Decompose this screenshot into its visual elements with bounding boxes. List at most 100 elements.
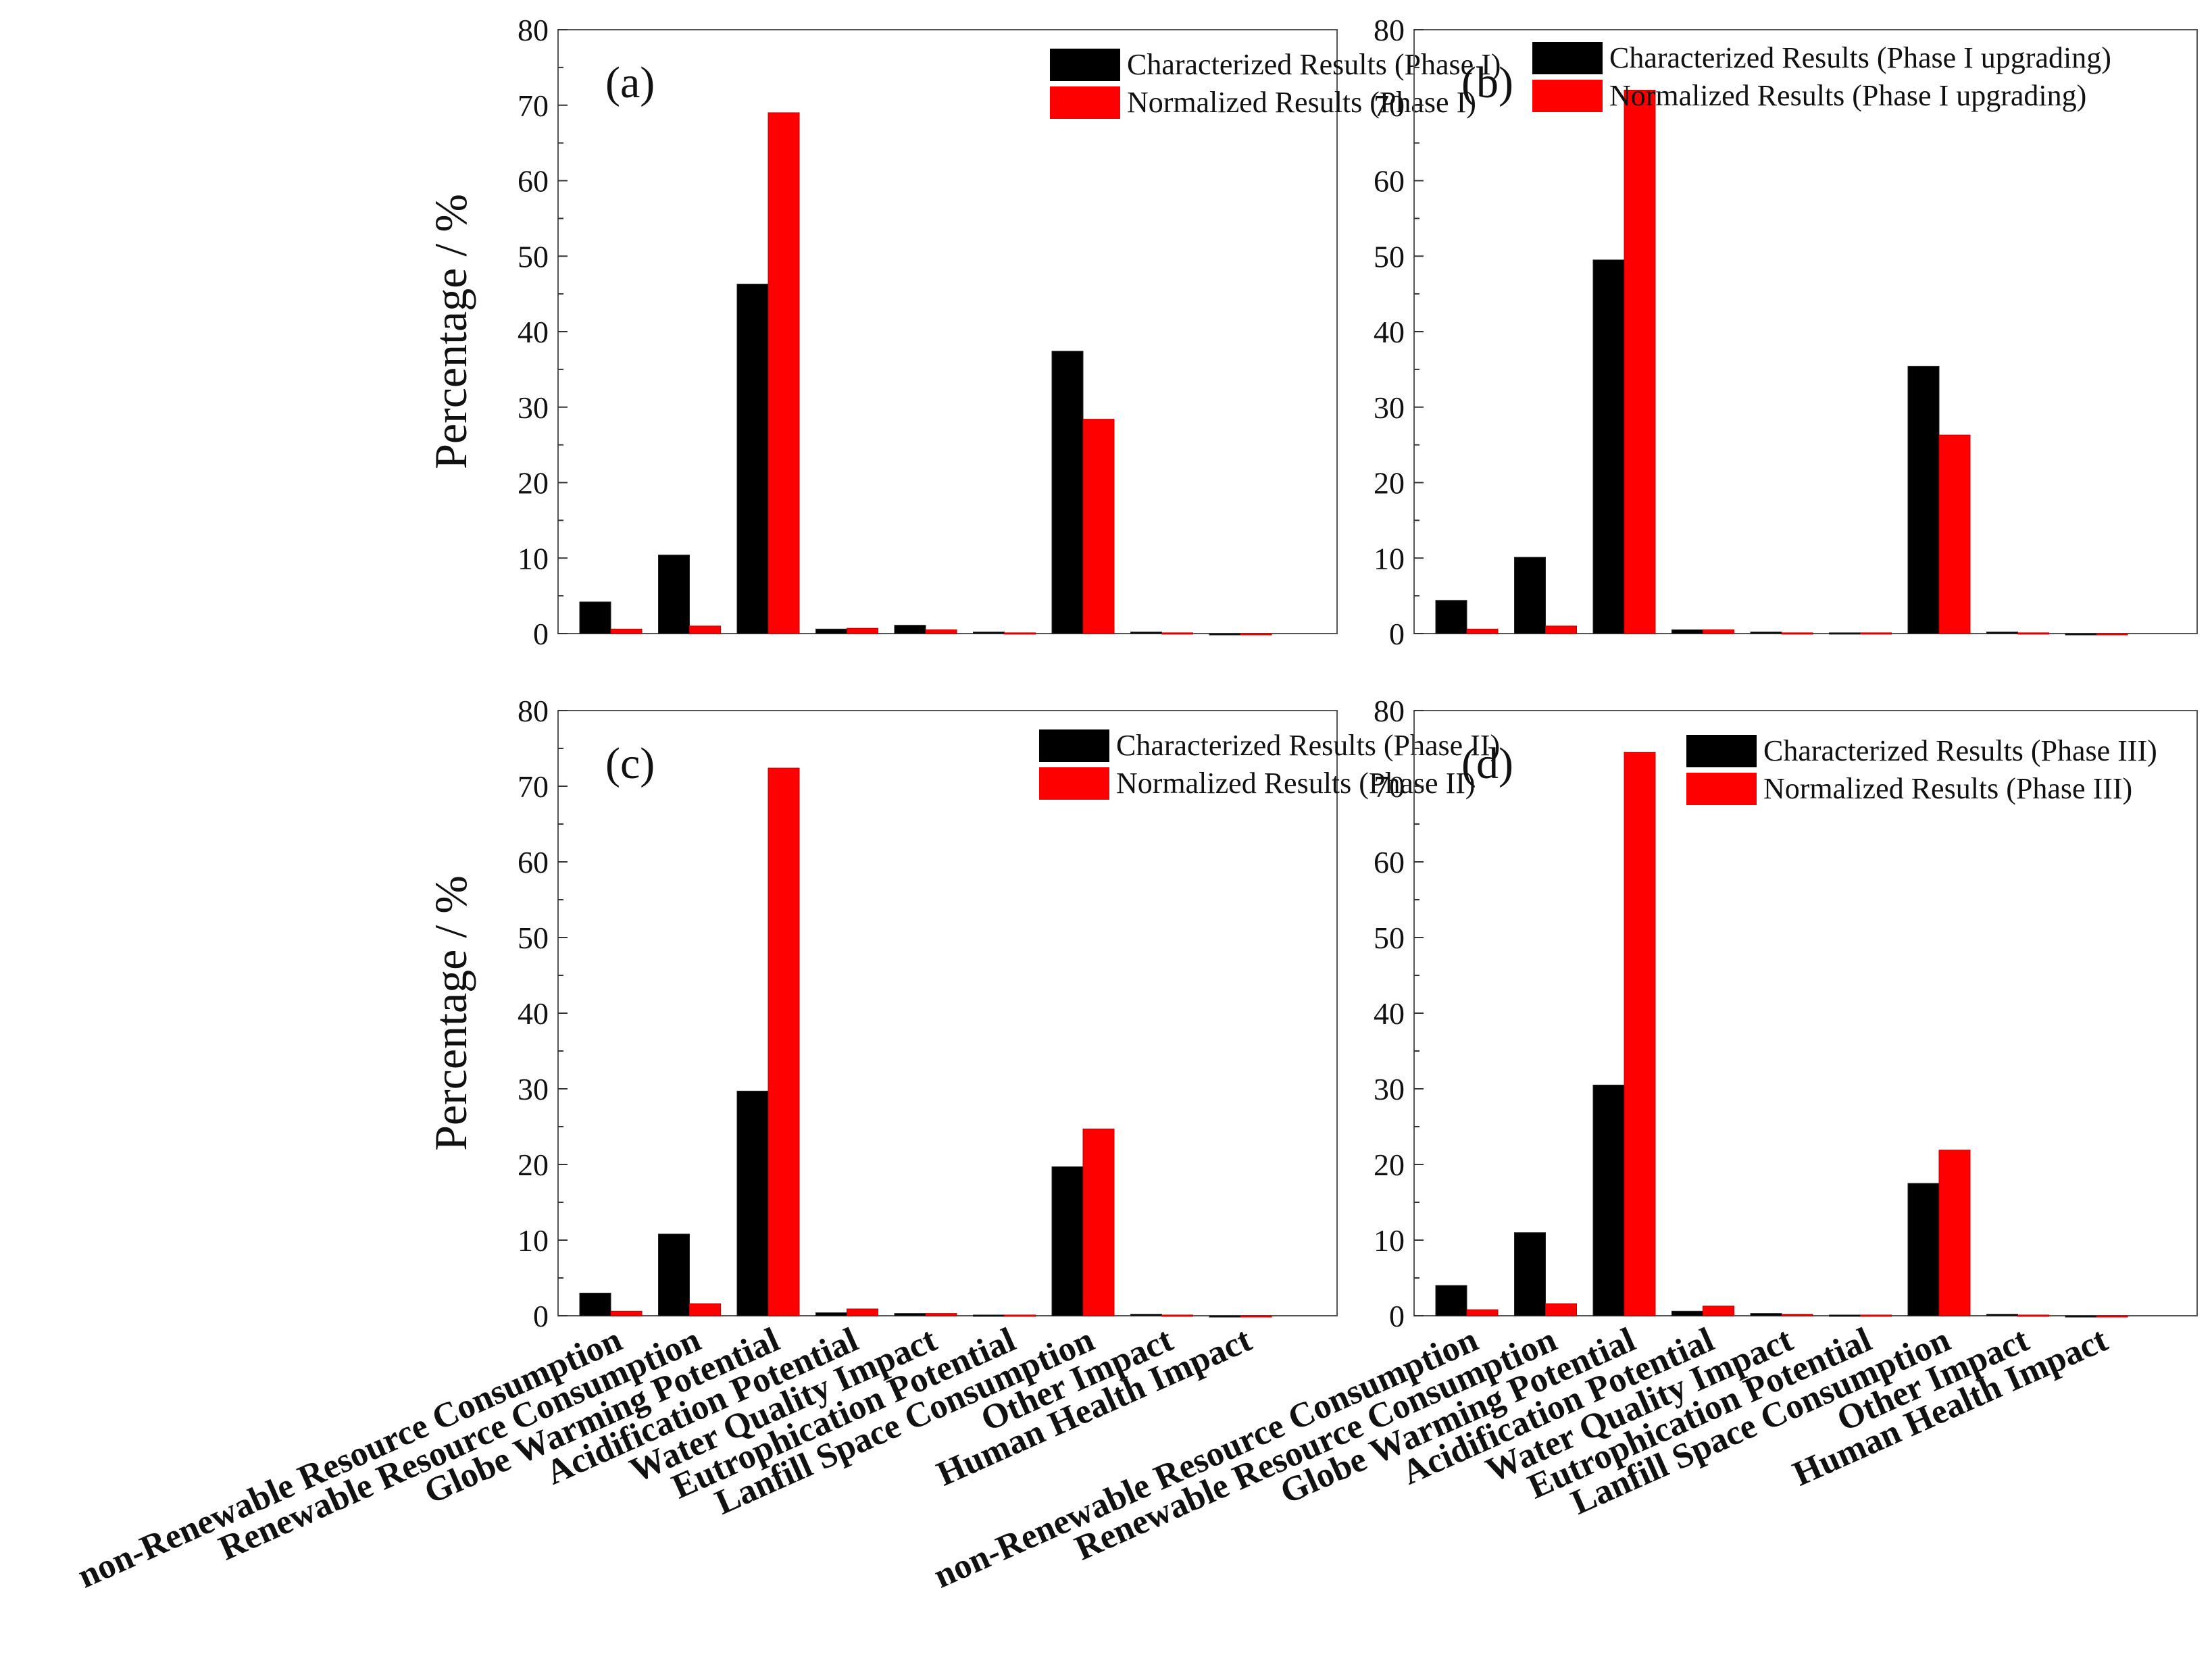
panel-label: (c) — [605, 739, 655, 788]
y-tick-label: 0 — [1389, 1299, 1405, 1333]
y-tick-label: 30 — [1374, 1072, 1405, 1106]
legend-swatch-characterized — [1532, 42, 1603, 74]
y-tick-label: 40 — [1374, 996, 1405, 1031]
y-tick-label: 0 — [533, 617, 549, 651]
bar-characterized-9 — [1209, 1315, 1241, 1318]
bar-normalized-6 — [1860, 1314, 1892, 1317]
bar-characterized-9 — [1209, 633, 1241, 636]
bar-normalized-3 — [768, 112, 800, 634]
bar-normalized-5 — [1781, 632, 1813, 635]
bar-normalized-1 — [1466, 1309, 1499, 1316]
bar-characterized-7 — [1907, 365, 1940, 634]
bar-normalized-1 — [610, 628, 643, 634]
bar-characterized-6 — [1829, 632, 1861, 635]
legend-swatch-characterized — [1039, 729, 1109, 762]
bar-normalized-5 — [1781, 1314, 1813, 1316]
bar-characterized-2 — [658, 1233, 690, 1316]
y-tick-label: 20 — [518, 1148, 549, 1182]
y-tick-label: 10 — [1374, 1223, 1405, 1258]
bar-normalized-1 — [1466, 628, 1499, 634]
y-tick-label: 0 — [533, 1299, 549, 1333]
legend-label-normalized: Normalized Results (Phase I) — [1127, 86, 1476, 119]
bar-characterized-5 — [1750, 632, 1782, 634]
bar-characterized-4 — [815, 1312, 847, 1316]
legend-swatch-normalized — [1686, 773, 1757, 805]
legend-label-characterized: Characterized Results (Phase I upgrading… — [1609, 41, 2111, 74]
bar-characterized-8 — [1986, 1314, 2018, 1316]
bar-characterized-1 — [579, 601, 611, 634]
plot-frame — [557, 710, 1338, 1316]
legend-swatch-characterized — [1050, 49, 1120, 81]
bar-characterized-6 — [973, 632, 1005, 634]
bar-normalized-3 — [1624, 752, 1656, 1316]
y-tick-label: 20 — [1374, 466, 1405, 501]
y-tick-label: 70 — [1374, 88, 1405, 123]
bar-normalized-9 — [1240, 1315, 1272, 1318]
y-tick-label: 60 — [518, 845, 549, 879]
y-tick-label: 80 — [1374, 694, 1405, 728]
legend-swatch-normalized — [1532, 80, 1603, 112]
plot-frame — [1413, 29, 2198, 634]
panel-label: (b) — [1461, 58, 1513, 107]
bar-characterized-9 — [2065, 1315, 2097, 1318]
legend-label-characterized: Characterized Results (Phase II) — [1116, 729, 1500, 762]
bar-characterized-5 — [894, 1313, 926, 1316]
legend-label-normalized: Normalized Results (Phase I upgrading) — [1609, 79, 2086, 112]
y-tick-label: 50 — [518, 921, 549, 955]
plot-frame — [557, 29, 1338, 634]
y-tick-label: 70 — [518, 769, 549, 804]
bar-characterized-1 — [1435, 600, 1467, 634]
bar-characterized-8 — [1130, 632, 1162, 634]
bar-characterized-5 — [1750, 1313, 1782, 1316]
bar-characterized-5 — [894, 625, 926, 634]
panel-label: (d) — [1461, 739, 1513, 788]
bar-normalized-9 — [1240, 633, 1272, 636]
bar-normalized-9 — [2096, 1315, 2128, 1318]
bar-normalized-7 — [1938, 434, 1971, 634]
bar-normalized-1 — [610, 1310, 643, 1316]
bar-characterized-8 — [1130, 1314, 1162, 1316]
y-tick-label: 20 — [1374, 1148, 1405, 1182]
legend-label-normalized: Normalized Results (Phase III) — [1763, 772, 2132, 805]
legend-label-normalized: Normalized Results (Phase II) — [1116, 767, 1476, 800]
bar-normalized-3 — [1624, 89, 1656, 634]
bar-normalized-2 — [689, 625, 721, 634]
bar-characterized-3 — [1592, 1084, 1625, 1316]
bar-normalized-2 — [1545, 625, 1577, 634]
y-tick-label: 50 — [1374, 921, 1405, 955]
bar-normalized-7 — [1082, 1128, 1115, 1316]
legend-swatch-normalized — [1050, 86, 1120, 119]
y-tick-label: 70 — [1374, 769, 1405, 804]
bar-characterized-3 — [736, 284, 769, 634]
bar-characterized-4 — [1671, 629, 1703, 634]
chart-panel-b: 0 10 20 30 40 50 60 70 80 (b) Characterized Result… — [1374, 13, 2198, 651]
y-tick-label: 80 — [518, 13, 549, 47]
y-tick-label: 80 — [518, 694, 549, 728]
bar-characterized-2 — [658, 555, 690, 634]
y-tick-label: 0 — [1389, 617, 1405, 651]
bar-normalized-7 — [1082, 419, 1115, 634]
y-tick-label: 30 — [518, 390, 549, 425]
y-axis-label: Percentage / % — [425, 194, 476, 469]
bar-normalized-7 — [1938, 1150, 1971, 1316]
panel-label: (a) — [605, 58, 655, 107]
bar-normalized-8 — [2017, 632, 2049, 635]
bar-characterized-6 — [973, 1314, 1005, 1317]
bar-normalized-4 — [847, 1308, 878, 1316]
bar-normalized-8 — [2017, 1314, 2049, 1317]
bar-normalized-8 — [1161, 1314, 1193, 1317]
y-tick-label: 60 — [518, 164, 549, 199]
bar-characterized-7 — [1051, 1166, 1084, 1316]
y-tick-label: 10 — [1374, 541, 1405, 575]
bar-characterized-3 — [1592, 259, 1625, 634]
bar-normalized-3 — [768, 767, 800, 1316]
bar-characterized-1 — [579, 1292, 611, 1316]
y-tick-label: 40 — [518, 315, 549, 349]
legend-swatch-characterized — [1686, 735, 1757, 767]
bar-normalized-5 — [925, 1313, 957, 1316]
y-tick-label: 40 — [518, 996, 549, 1031]
y-tick-label: 50 — [1374, 239, 1405, 274]
chart-panel-a: 0 10 20 30 40 50 60 70 80 Percentage / % (a) Charac… — [425, 13, 1501, 651]
